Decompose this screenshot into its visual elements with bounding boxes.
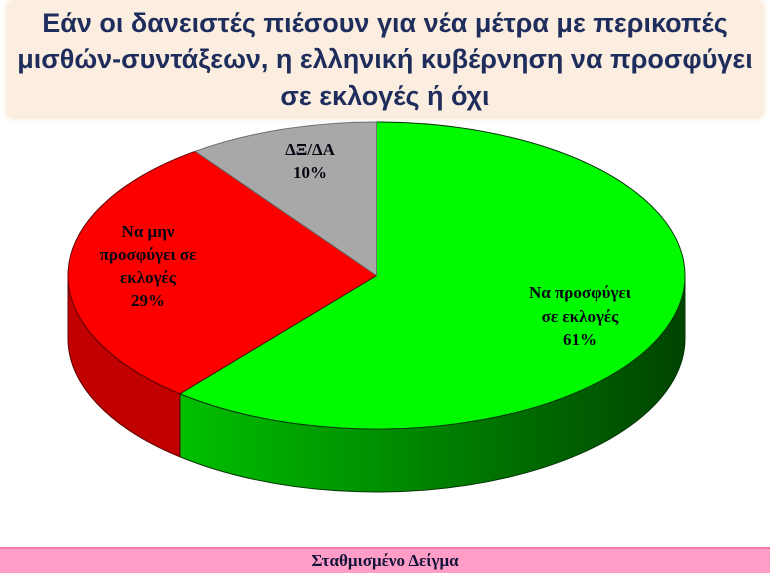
svg-text:ΔΞ/ΔΑ: ΔΞ/ΔΑ (285, 140, 336, 159)
svg-text:προσφύγει σε: προσφύγει σε (100, 245, 197, 264)
svg-text:εκλογές: εκλογές (120, 268, 177, 287)
svg-text:Να προσφύγει: Να προσφύγει (529, 283, 632, 302)
svg-text:10%: 10% (293, 163, 327, 182)
svg-text:Να μην: Να μην (122, 222, 175, 241)
svg-text:61%: 61% (563, 330, 597, 349)
svg-text:σε εκλογές: σε εκλογές (542, 307, 620, 326)
svg-text:29%: 29% (131, 291, 165, 310)
